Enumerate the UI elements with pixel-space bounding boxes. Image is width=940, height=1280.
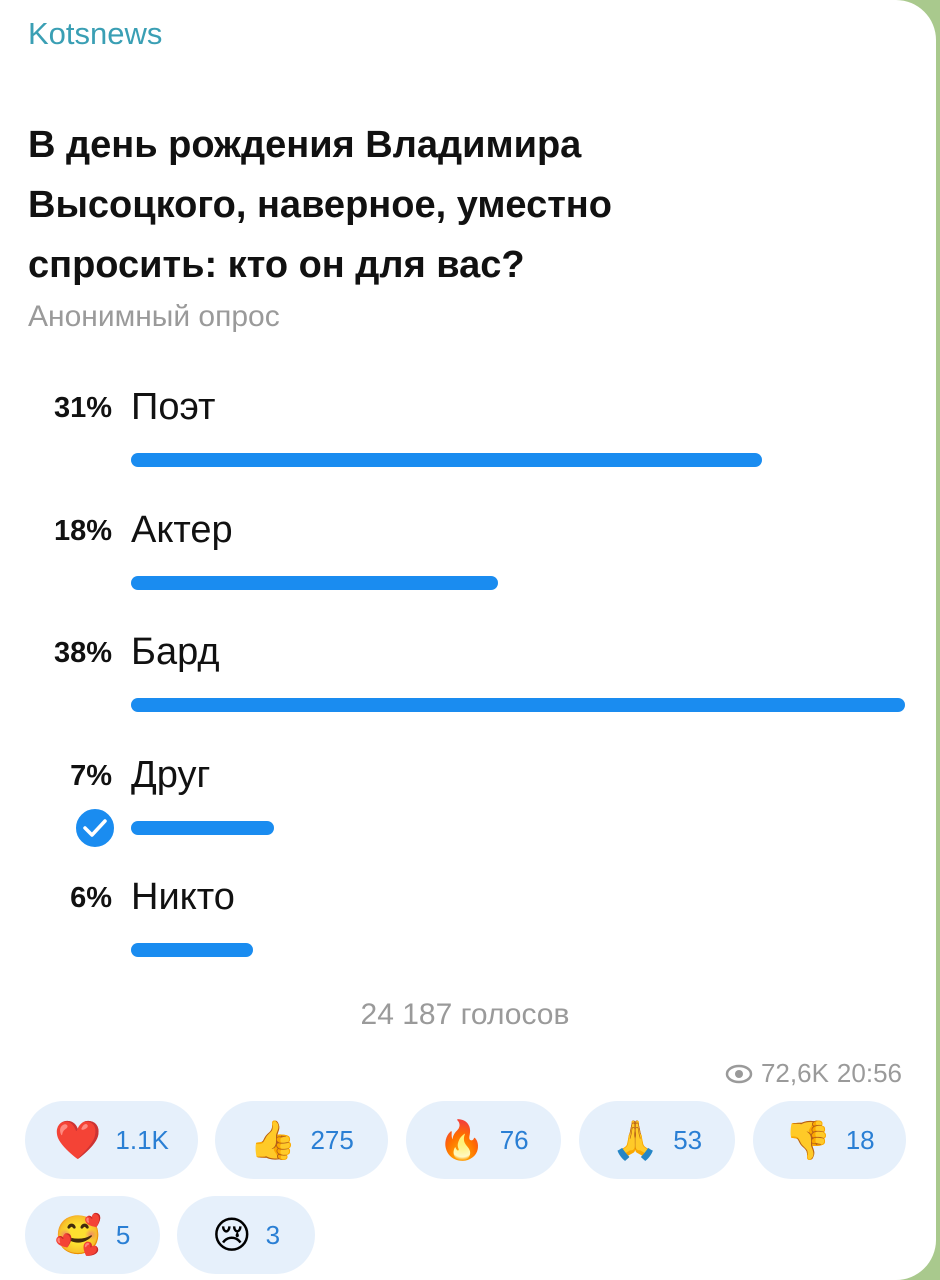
option-text: Никто xyxy=(131,876,235,918)
reaction[interactable]: 👎 18 xyxy=(753,1101,906,1179)
option-bar xyxy=(131,943,254,957)
question-line: В день рождения Владимира xyxy=(28,124,582,166)
option-percent: 18% xyxy=(53,514,112,547)
option-percent: 7% xyxy=(70,759,112,792)
reaction-emoji: 🔥 xyxy=(438,1117,486,1162)
views: 72,6K xyxy=(760,1058,829,1088)
question-line: спросить: кто он для вас? xyxy=(28,244,525,286)
reaction-count: 53 xyxy=(673,1124,703,1155)
reaction-count: 18 xyxy=(845,1124,875,1155)
reaction-emoji: 😢 xyxy=(211,1213,252,1257)
selected-check xyxy=(74,806,116,849)
option-text: Бард xyxy=(131,631,220,673)
option-text: Друг xyxy=(131,753,211,796)
reaction[interactable]: 😢 3 xyxy=(177,1196,315,1274)
reaction[interactable]: 👍 275 xyxy=(215,1101,388,1179)
option-percent: 6% xyxy=(70,882,112,914)
reaction[interactable]: 🥰 5 xyxy=(25,1196,160,1274)
channel-name[interactable]: Kotsnews xyxy=(28,16,163,51)
vote-count: 24 187 голосов xyxy=(360,998,570,1031)
message-meta: 72,6K 20:56 xyxy=(725,1058,902,1089)
poll-type: Анонимный опрос xyxy=(28,300,280,333)
reaction-emoji: 👍 xyxy=(249,1117,297,1162)
question-line: Высоцкого, наверное, уместно xyxy=(28,184,612,226)
reaction-emoji: 🙏 xyxy=(611,1117,660,1162)
views-icon xyxy=(725,1064,753,1083)
reaction[interactable]: 🔥 76 xyxy=(406,1101,561,1179)
reaction[interactable]: 🙏 53 xyxy=(579,1101,735,1179)
reaction[interactable]: ❤️ 1.1K xyxy=(25,1101,198,1179)
reaction-count: 3 xyxy=(265,1219,281,1250)
option-percent: 38% xyxy=(53,637,112,669)
option-bar xyxy=(131,453,763,467)
reaction-emoji: ❤️ xyxy=(54,1117,102,1162)
option-bar xyxy=(131,820,274,835)
option-percent: 31% xyxy=(53,392,112,424)
reaction-count: 275 xyxy=(310,1124,354,1155)
time: 20:56 xyxy=(836,1058,902,1088)
reaction-emoji: 👎 xyxy=(784,1117,832,1162)
option-text: Актер xyxy=(131,508,233,551)
reaction-count: 76 xyxy=(499,1124,529,1155)
reaction-count: 1.1K xyxy=(115,1124,169,1155)
reaction-emoji: 🥰 xyxy=(54,1212,102,1257)
option-bar xyxy=(131,698,905,712)
option-text: Поэт xyxy=(131,386,216,428)
reaction-count: 5 xyxy=(115,1219,131,1250)
option-bar xyxy=(131,575,498,590)
